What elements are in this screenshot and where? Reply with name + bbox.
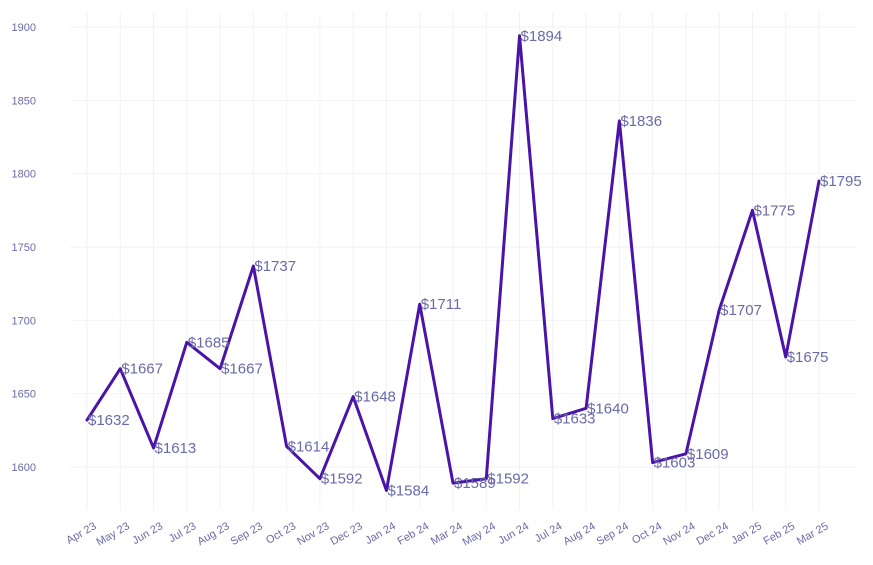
data-label: $1632: [88, 412, 130, 429]
data-label: $1894: [521, 28, 563, 45]
grid: [70, 12, 856, 510]
data-label: $1648: [354, 389, 396, 406]
data-labels: $1632 $1667 $1613 $1685 $1667 $1737 $1614 $1592…: [88, 28, 862, 500]
y-tick-label: 1900: [12, 22, 36, 34]
data-label: $1609: [687, 446, 729, 463]
data-label: $1614: [288, 438, 330, 455]
data-label: $1640: [587, 400, 629, 417]
y-tick-label: 1600: [12, 462, 36, 474]
data-label: $1711: [421, 296, 462, 313]
data-label: $1836: [620, 113, 662, 130]
data-label: $1707: [720, 302, 762, 319]
data-label: $1795: [820, 173, 862, 190]
y-tick-label: 1750: [12, 242, 36, 254]
y-tick-label: 1850: [12, 95, 36, 107]
data-label: $1589: [454, 475, 496, 492]
data-label: $1633: [554, 411, 596, 428]
data-label: $1603: [654, 455, 696, 472]
data-label: $1667: [221, 361, 263, 378]
data-label: $1584: [387, 482, 429, 499]
data-label: $1592: [487, 471, 529, 488]
y-tick-label: 1800: [12, 169, 36, 181]
y-tick-label: 1700: [12, 315, 36, 327]
data-label: $1685: [188, 334, 230, 351]
y-axis-ticks: 1600 1650 1700 1750 1800 1850 1900: [12, 22, 36, 474]
data-label: $1613: [155, 440, 197, 457]
data-label: $1592: [321, 471, 363, 488]
data-label: $1775: [753, 202, 795, 219]
data-label: $1667: [121, 361, 163, 378]
data-label: $1737: [254, 258, 296, 275]
series-line: [85, 34, 821, 492]
data-label: $1675: [787, 349, 829, 366]
y-tick-label: 1650: [12, 389, 36, 401]
